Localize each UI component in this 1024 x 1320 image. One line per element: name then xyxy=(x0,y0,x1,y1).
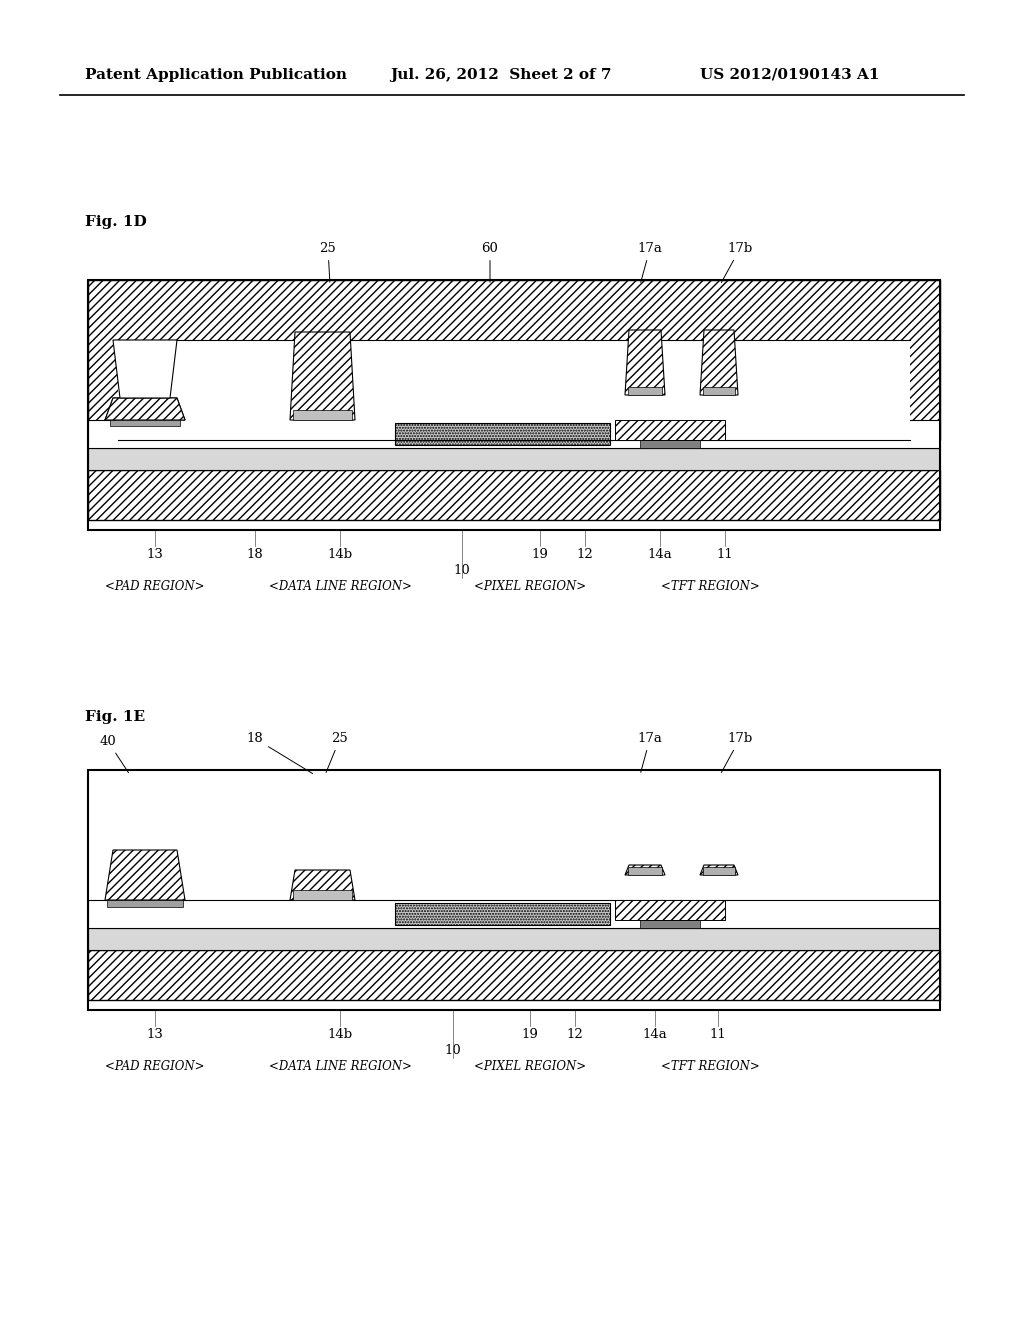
Bar xyxy=(88,420,940,447)
Bar xyxy=(88,280,940,440)
Text: 60: 60 xyxy=(481,242,499,282)
Text: 25: 25 xyxy=(319,242,336,282)
Text: 25: 25 xyxy=(326,733,348,772)
Bar xyxy=(615,420,725,440)
Bar xyxy=(293,411,352,420)
Bar xyxy=(88,900,940,928)
Polygon shape xyxy=(700,865,738,875)
Bar xyxy=(88,470,940,520)
Polygon shape xyxy=(113,341,177,399)
Text: <PIXEL REGION>: <PIXEL REGION> xyxy=(474,579,586,593)
Text: 14b: 14b xyxy=(328,1028,352,1041)
Text: 13: 13 xyxy=(146,1028,164,1041)
Bar xyxy=(640,440,700,447)
Text: 14b: 14b xyxy=(328,548,352,561)
Polygon shape xyxy=(290,333,355,420)
Text: 18: 18 xyxy=(247,733,312,774)
Text: 17a: 17a xyxy=(638,733,663,772)
Text: <DATA LINE REGION>: <DATA LINE REGION> xyxy=(268,1060,412,1073)
Bar xyxy=(88,447,940,470)
Text: 40: 40 xyxy=(99,735,128,772)
Polygon shape xyxy=(105,850,185,900)
Bar xyxy=(88,280,940,531)
Text: <PAD REGION>: <PAD REGION> xyxy=(105,1060,205,1073)
Bar xyxy=(703,867,735,875)
Bar xyxy=(88,770,940,1010)
Text: 18: 18 xyxy=(247,548,263,561)
Text: 17a: 17a xyxy=(638,242,663,282)
Bar xyxy=(395,422,610,445)
Text: 17b: 17b xyxy=(721,242,753,282)
Bar xyxy=(395,903,610,925)
Text: 13: 13 xyxy=(146,548,164,561)
Text: 10: 10 xyxy=(444,1044,462,1057)
Bar xyxy=(118,341,910,440)
Bar xyxy=(88,950,940,1001)
Bar xyxy=(88,928,940,950)
Text: 19: 19 xyxy=(521,1028,539,1041)
Text: 12: 12 xyxy=(577,548,593,561)
Polygon shape xyxy=(700,330,738,395)
Bar xyxy=(640,920,700,928)
Text: <TFT REGION>: <TFT REGION> xyxy=(660,1060,760,1073)
Text: US 2012/0190143 A1: US 2012/0190143 A1 xyxy=(700,69,880,82)
Text: 11: 11 xyxy=(717,548,733,561)
Polygon shape xyxy=(625,865,665,875)
Text: <PIXEL REGION>: <PIXEL REGION> xyxy=(474,1060,586,1073)
Text: 11: 11 xyxy=(710,1028,726,1041)
Text: 14a: 14a xyxy=(647,548,673,561)
Text: Patent Application Publication: Patent Application Publication xyxy=(85,69,347,82)
Polygon shape xyxy=(290,870,355,900)
Text: 12: 12 xyxy=(566,1028,584,1041)
Text: Fig. 1D: Fig. 1D xyxy=(85,215,146,228)
Text: Fig. 1E: Fig. 1E xyxy=(85,710,145,723)
Polygon shape xyxy=(625,330,665,395)
Bar xyxy=(628,387,662,395)
Text: <PAD REGION>: <PAD REGION> xyxy=(105,579,205,593)
Text: 14a: 14a xyxy=(643,1028,668,1041)
Bar xyxy=(703,387,735,395)
Polygon shape xyxy=(105,399,185,420)
Bar xyxy=(293,890,352,900)
Bar xyxy=(615,900,725,920)
Polygon shape xyxy=(106,900,183,907)
Text: 17b: 17b xyxy=(721,733,753,772)
Text: 19: 19 xyxy=(531,548,549,561)
Bar xyxy=(628,867,662,875)
Text: Jul. 26, 2012  Sheet 2 of 7: Jul. 26, 2012 Sheet 2 of 7 xyxy=(390,69,611,82)
Text: 10: 10 xyxy=(454,564,470,577)
Text: <TFT REGION>: <TFT REGION> xyxy=(660,579,760,593)
Polygon shape xyxy=(110,420,180,426)
Polygon shape xyxy=(105,399,185,420)
Text: <DATA LINE REGION>: <DATA LINE REGION> xyxy=(268,579,412,593)
